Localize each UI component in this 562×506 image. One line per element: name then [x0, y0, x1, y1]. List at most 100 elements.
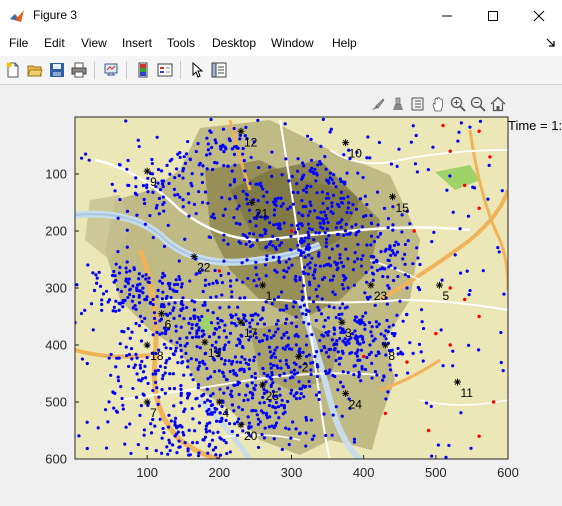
menu-tools[interactable]: Tools [167, 36, 196, 50]
menu-file[interactable]: File [9, 36, 29, 50]
blue-point [403, 273, 407, 277]
blue-point [240, 334, 244, 338]
blue-point [352, 283, 356, 287]
blue-point [314, 287, 318, 292]
blue-point [156, 181, 160, 185]
insert-colorbar-button[interactable] [133, 60, 153, 80]
point-label: 4 [222, 406, 229, 420]
blue-point [326, 316, 330, 320]
menu-insert[interactable]: Insert [122, 36, 153, 50]
blue-point [141, 370, 146, 374]
blue-point [208, 429, 212, 433]
blue-point [116, 379, 121, 383]
blue-point [191, 440, 195, 445]
blue-point [205, 167, 209, 171]
blue-point [328, 171, 332, 175]
menu-window[interactable]: Window [271, 36, 314, 50]
blue-point [243, 357, 247, 362]
blue-point [304, 415, 308, 420]
blue-point [123, 442, 127, 446]
blue-point [308, 210, 312, 214]
dock-arrow-icon[interactable] [546, 38, 556, 48]
link-plot-button[interactable] [101, 60, 121, 80]
close-button[interactable] [516, 0, 562, 32]
blue-point [213, 268, 217, 273]
pointer-button[interactable] [187, 60, 207, 80]
blue-point [366, 135, 370, 139]
home-button[interactable] [489, 95, 507, 113]
blue-point [262, 333, 266, 337]
blue-point [278, 359, 282, 363]
blue-point [359, 379, 363, 383]
blue-point [162, 326, 167, 330]
blue-point [502, 292, 506, 296]
blue-point [160, 302, 164, 307]
blue-point [147, 276, 151, 280]
blue-point [146, 381, 150, 386]
blue-point [341, 328, 345, 333]
blue-point [178, 195, 182, 199]
blue-point [421, 359, 425, 363]
restore-view-button[interactable] [409, 95, 427, 113]
print-button[interactable] [69, 60, 89, 80]
data-tips-button[interactable] [389, 95, 407, 113]
blue-point [265, 374, 269, 378]
insert-legend-button[interactable] [155, 60, 175, 80]
blue-point [177, 439, 181, 443]
blue-point [401, 257, 405, 261]
blue-point [233, 383, 237, 388]
blue-point [152, 311, 157, 315]
blue-point [91, 271, 95, 275]
blue-point [354, 315, 358, 319]
maximize-button[interactable] [470, 0, 516, 32]
toolbar-separator [180, 61, 181, 79]
point-label: 17 [244, 326, 258, 340]
menu-view[interactable]: View [81, 36, 107, 50]
blue-point [242, 316, 246, 320]
blue-point [244, 319, 248, 323]
menu-desktop[interactable]: Desktop [212, 36, 257, 50]
property-inspector-button[interactable] [209, 60, 229, 80]
blue-point [395, 250, 400, 254]
blue-point [181, 205, 185, 209]
blue-point [134, 185, 138, 189]
menu-help[interactable]: Help [332, 36, 357, 50]
minimize-button[interactable] [424, 0, 470, 32]
save-button[interactable] [47, 60, 67, 80]
blue-point [189, 357, 193, 361]
pan-button[interactable] [429, 95, 447, 113]
point-label: 12 [244, 135, 258, 149]
new-figure-button[interactable] [3, 60, 23, 80]
labelled-point: 8 [381, 341, 395, 363]
title-bar: Figure 3 [0, 0, 562, 32]
brush-button[interactable] [369, 95, 387, 113]
blue-point [448, 174, 452, 178]
blue-point [120, 329, 124, 333]
blue-point [304, 384, 308, 389]
blue-point [245, 202, 250, 206]
blue-point [458, 271, 463, 275]
blue-point [100, 308, 104, 312]
blue-point [327, 181, 331, 185]
blue-point [262, 388, 266, 392]
blue-point [306, 263, 310, 267]
blue-point [213, 369, 217, 374]
blue-point [466, 214, 471, 218]
blue-point [281, 202, 285, 206]
open-file-button[interactable] [25, 60, 45, 80]
blue-point [391, 223, 395, 227]
zoom-in-button[interactable] [449, 95, 467, 113]
blue-point [160, 377, 165, 381]
blue-point [347, 397, 351, 401]
blue-point [487, 163, 491, 167]
menu-edit[interactable]: Edit [44, 36, 65, 50]
blue-point [133, 363, 137, 367]
blue-point [296, 227, 301, 231]
point-label: 22 [197, 261, 211, 275]
blue-point [317, 308, 321, 312]
zoom-out-button[interactable] [469, 95, 487, 113]
blue-point [374, 354, 378, 358]
blue-point [344, 247, 348, 251]
blue-point [195, 345, 199, 349]
